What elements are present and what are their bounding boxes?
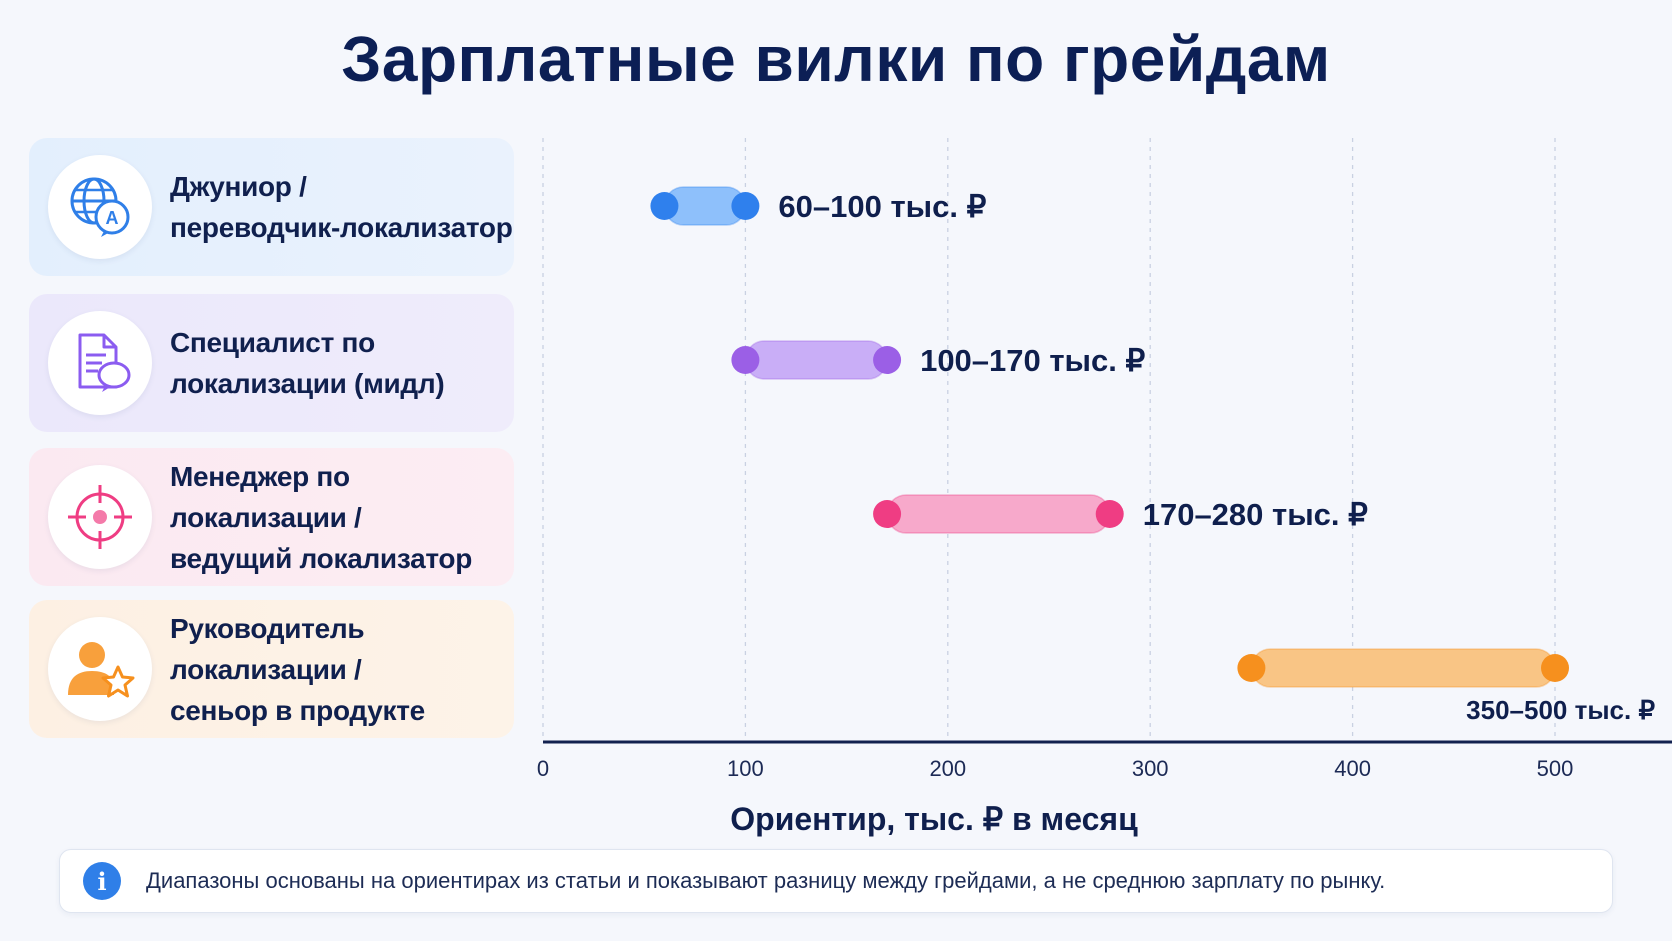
- range-bar: [744, 340, 888, 380]
- grade-label: Специалист по локализации (мидл): [170, 327, 445, 399]
- x-tick-label: 500: [1537, 756, 1574, 781]
- range-bar: [1250, 648, 1556, 688]
- range-max-dot: [1541, 654, 1569, 682]
- x-tick-label: 400: [1334, 756, 1371, 781]
- range-max-dot: [1095, 500, 1124, 528]
- range-data-label: 350–500 тыс. ₽: [1466, 695, 1655, 725]
- range-data-label: 60–100 тыс. ₽: [778, 189, 986, 224]
- grade-label: Менеджер по локализации / ведущий локали…: [170, 460, 473, 574]
- footnote: i Диапазоны основаны на ориентирах из ст…: [59, 849, 1613, 913]
- chart-title: Зарплатные вилки по грейдам: [341, 23, 1331, 95]
- svg-text:A: A: [106, 208, 119, 228]
- range-max-dot: [873, 346, 902, 374]
- globe-translate-icon: A: [48, 155, 152, 259]
- x-tick-label: 200: [929, 756, 966, 781]
- footnote-text: Диапазоны основаны на ориентирах из стат…: [146, 868, 1386, 893]
- range-data-label: 170–280 тыс. ₽: [1143, 497, 1368, 532]
- x-tick-label: 100: [727, 756, 764, 781]
- person-star-icon: [48, 617, 152, 721]
- range-min-dot: [731, 346, 760, 374]
- info-icon: i: [83, 862, 121, 900]
- grade-card-lead: Руководитель локализации / сеньор в прод…: [29, 600, 514, 738]
- grade-card-middle: Специалист по локализации (мидл): [29, 294, 514, 432]
- range-bar: [886, 494, 1111, 534]
- range-data-label: 100–170 тыс. ₽: [920, 343, 1145, 378]
- target-crosshair-icon: [48, 465, 152, 569]
- range-max-dot: [731, 192, 760, 220]
- document-chat-icon: [48, 311, 152, 415]
- x-tick-label: 300: [1132, 756, 1169, 781]
- grade-card-manager: Менеджер по локализации / ведущий локали…: [29, 448, 514, 586]
- range-min-dot: [650, 192, 679, 220]
- x-axis-label: Ориентир, тыс. ₽ в месяц: [730, 801, 1138, 837]
- grade-label: Руководитель локализации / сеньор в прод…: [170, 612, 425, 726]
- range-min-dot: [1237, 654, 1266, 682]
- grade-card-junior: A Джуниор / переводчик-локализатор: [29, 138, 514, 276]
- x-tick-label: 0: [537, 756, 549, 781]
- range-min-dot: [873, 500, 902, 528]
- grade-label: Джуниор / переводчик-локализатор: [170, 171, 513, 243]
